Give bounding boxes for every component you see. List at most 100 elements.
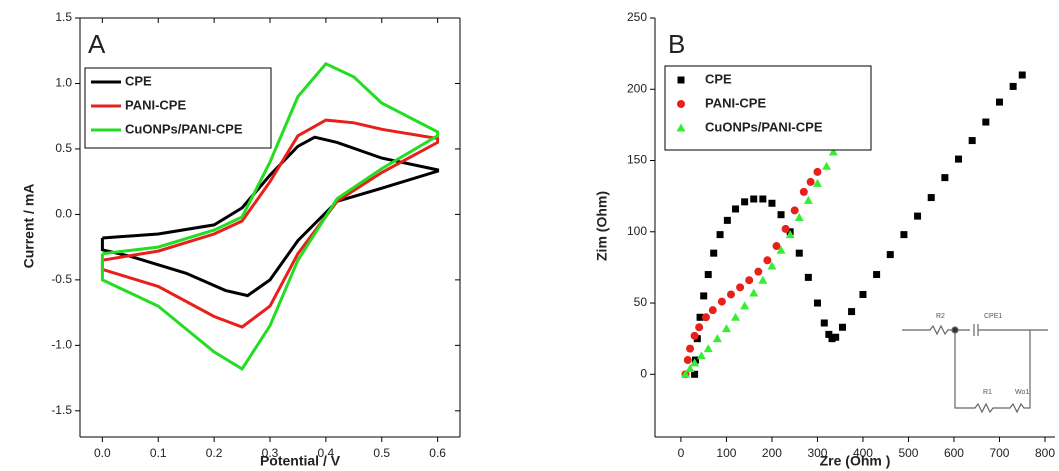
x-tick-label: 700 <box>989 446 1009 460</box>
marker <box>691 370 699 378</box>
marker <box>813 299 821 307</box>
marker <box>803 195 813 204</box>
marker <box>690 331 699 340</box>
marker <box>680 369 690 378</box>
marker <box>710 249 718 257</box>
marker <box>740 301 750 310</box>
panel-label: A <box>88 29 106 59</box>
legend-label: PANI-CPE <box>125 97 186 112</box>
marker <box>804 273 812 281</box>
marker <box>772 242 781 251</box>
marker <box>704 271 712 279</box>
marker <box>741 198 749 206</box>
y-axis-title: Zim (Ohm) <box>594 191 610 261</box>
legend-box <box>664 65 872 151</box>
inset-label: R2 <box>936 313 945 320</box>
y-tick-label: -1.5 <box>51 403 72 417</box>
marker <box>776 245 786 254</box>
marker <box>955 155 963 163</box>
marker <box>717 297 726 306</box>
marker <box>758 275 768 284</box>
marker <box>726 290 735 299</box>
marker <box>767 261 777 270</box>
x-tick-label: 200 <box>762 446 782 460</box>
x-tick-label: 600 <box>944 446 964 460</box>
marker <box>790 206 799 215</box>
legend-swatch <box>677 100 685 108</box>
x-tick-label: 0.3 <box>262 446 279 460</box>
marker <box>759 195 767 203</box>
inset-circuit <box>902 324 1048 414</box>
marker <box>721 324 731 333</box>
marker <box>795 249 803 257</box>
marker <box>777 211 785 219</box>
x-tick-label: 0.2 <box>206 446 223 460</box>
legend-swatch <box>676 123 686 132</box>
marker <box>685 364 695 373</box>
marker <box>695 323 704 332</box>
x-tick-label: 400 <box>853 446 873 460</box>
marker <box>828 335 836 343</box>
legend-label: CuONPs/PANI-CPE <box>125 121 243 136</box>
marker <box>708 306 717 315</box>
marker <box>982 118 990 126</box>
circuit-node <box>951 326 959 334</box>
marker <box>806 177 815 186</box>
x-tick-label: 0.6 <box>429 446 446 460</box>
marker <box>812 178 822 187</box>
marker <box>696 313 704 321</box>
marker <box>785 230 795 239</box>
marker <box>745 276 754 285</box>
marker <box>723 216 731 224</box>
marker <box>886 251 894 259</box>
x-tick-label: 500 <box>898 446 918 460</box>
marker <box>781 224 790 233</box>
marker <box>686 344 695 353</box>
marker <box>900 231 908 239</box>
y-tick-label: 1.0 <box>55 76 72 90</box>
x-tick-label: 0.0 <box>94 446 111 460</box>
y-tick-label: 200 <box>627 81 647 95</box>
marker <box>859 290 867 298</box>
legend-label: CuONPs/PANI-CPE <box>705 119 823 134</box>
y-tick-label: 0.5 <box>55 141 72 155</box>
marker <box>995 98 1003 106</box>
marker <box>683 356 692 365</box>
x-tick-label: 0 <box>678 446 685 460</box>
marker <box>703 344 713 353</box>
marker <box>701 313 710 322</box>
marker <box>794 213 804 222</box>
marker <box>968 137 976 145</box>
marker <box>820 319 828 327</box>
y-tick-label: 0 <box>640 366 647 380</box>
inset-label: R1 <box>983 389 992 396</box>
circuit-wires <box>902 324 1048 414</box>
marker <box>736 283 745 292</box>
marker <box>828 147 838 156</box>
legend-label: CPE <box>705 71 732 86</box>
marker <box>732 205 740 213</box>
x-axis-title: Potential / V <box>260 453 341 469</box>
marker <box>696 351 706 360</box>
x-tick-label: 100 <box>716 446 736 460</box>
x-tick-label: 800 <box>1035 446 1055 460</box>
marker <box>822 161 832 170</box>
marker <box>768 199 776 207</box>
panel: 0.0 0.1 0.2 0.3 0.4 0.5 0.6 -1.5 -1.0 -0.5 0.0 0.5 1… <box>21 10 461 469</box>
marker <box>1018 71 1026 79</box>
legend-label: CPE <box>125 73 152 88</box>
x-tick-label: 0.5 <box>373 446 390 460</box>
marker <box>941 174 949 182</box>
y-tick-label: 1.5 <box>55 10 72 24</box>
inset-label: CPE1 <box>984 313 1002 320</box>
panel: 0 100 200 300 400 500 600 700 800 0 50 100 150 200 250… <box>594 10 1056 469</box>
marker <box>749 288 759 297</box>
marker <box>690 358 700 367</box>
marker <box>799 187 808 196</box>
marker <box>825 330 833 338</box>
marker <box>763 256 772 265</box>
y-tick-label: -1.0 <box>51 338 72 352</box>
marker <box>700 292 708 300</box>
y-axis-title: Current / mA <box>21 184 37 269</box>
